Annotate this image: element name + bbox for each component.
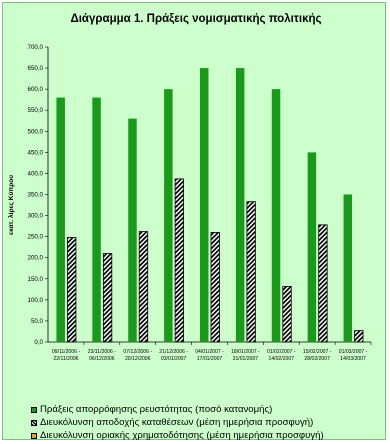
bar-deposit-facility: [102, 253, 113, 343]
bar-liquidity-absorption: [271, 89, 281, 343]
y-tick-label: 450,0: [28, 149, 44, 156]
plot-area: 0,0 50,0 100,0 150,0 200,0 250,0 300,0 350,0 400…: [28, 44, 372, 362]
legend-swatch-deposit-facility: [31, 419, 37, 426]
x-tick-label: 22/11/2006: [53, 356, 78, 362]
x-tick-label: 06/12/2006: [89, 356, 115, 362]
x-tick-label: 14/02/2007: [269, 356, 295, 362]
bar-liquidity-absorption: [56, 97, 65, 342]
legend-label-deposit-facility: Διευκόλυνση αποδοχής καταθέσεων (μέση ημ…: [40, 417, 314, 428]
chart-title: Διάγραμμα 1. Πράξεις νομισματικής πολιτι…: [70, 13, 321, 25]
y-tick-label: 500,0: [28, 128, 44, 135]
x-tick-label: 01/03/2007 -: [339, 349, 368, 355]
y-tick-label: 650,0: [28, 65, 44, 72]
y-tick-label: 0,0: [34, 339, 43, 346]
legend-swatch-marginal-lending: [31, 432, 37, 439]
bar-deposit-facility: [318, 224, 328, 343]
legend-label-liquidity-absorption: Πράξεις απορρόφησης ρευστότητας (ποσό κα…: [40, 404, 273, 415]
bar-liquidity-absorption: [200, 68, 209, 343]
x-tick-label: 18/01/2007 -: [231, 349, 260, 355]
y-tick-label: 50,0: [31, 318, 44, 325]
y-tick-label: 200,0: [28, 255, 44, 262]
x-tick-label: 31/01/2007: [233, 356, 259, 362]
y-tick-label: 600,0: [28, 86, 44, 93]
y-tick-label: 350,0: [28, 192, 44, 199]
bar-deposit-facility: [246, 201, 256, 343]
legend-item-marginal-lending: Διευκόλυνση οριακής χρηματοδότησης (μέση…: [31, 429, 324, 442]
x-tick-label: 15/02/2007 -: [303, 349, 332, 355]
y-tick-label: 550,0: [28, 107, 44, 114]
x-tick-label: 28/02/2007: [304, 356, 330, 362]
bar-deposit-facility: [354, 330, 364, 343]
legend: Πράξεις απορρόφησης ρευστότητας (ποσό κα…: [31, 403, 324, 442]
x-tick-label: 01/02/2007 -: [267, 349, 296, 355]
bar-liquidity-absorption: [128, 118, 137, 343]
legend-swatch-liquidity-absorption: [31, 406, 37, 413]
bar-liquidity-absorption: [307, 152, 317, 342]
x-tick-label: 14/03/2007: [340, 356, 366, 362]
bar-deposit-facility: [282, 285, 292, 343]
x-tick-label: 03/01/2007: [161, 356, 187, 362]
y-tick-label: 250,0: [28, 234, 44, 241]
y-tick-label: 700,0: [28, 44, 44, 51]
bar-liquidity-absorption: [164, 89, 173, 343]
x-tick-label: 17/01/2007: [197, 356, 223, 362]
y-tick-label: 400,0: [28, 170, 44, 177]
x-tick-label: 21/12/2006 -: [159, 349, 188, 355]
x-tick-label: 07/12/2006 -: [123, 349, 152, 355]
x-tick-label: 04/01/2007 -: [195, 349, 224, 355]
bar-deposit-facility: [67, 237, 77, 343]
bar-liquidity-absorption: [92, 97, 101, 342]
y-axis-label: εκατ. λίρες Κύπρου: [7, 175, 15, 235]
x-tick-label: 09/11/2006 -: [52, 349, 81, 355]
chart: Διάγραμμα 1. Πράξεις νομισματικής πολιτι…: [7, 13, 372, 362]
y-tick-label: 300,0: [28, 213, 44, 220]
y-tick-label: 150,0: [28, 276, 44, 283]
bar-liquidity-absorption: [343, 194, 353, 342]
y-tick-label: 100,0: [28, 297, 44, 304]
legend-item-liquidity-absorption: Πράξεις απορρόφησης ρευστότητας (ποσό κα…: [31, 403, 324, 416]
x-tick-label: 23/11/2006 -: [88, 349, 117, 355]
bar-deposit-facility: [174, 178, 185, 343]
x-tick-label: 20/12/2006: [125, 356, 151, 362]
bar-liquidity-absorption: [235, 68, 245, 343]
legend-label-marginal-lending: Διευκόλυνση οριακής χρηματοδότησης (μέση…: [40, 430, 324, 441]
legend-item-deposit-facility: Διευκόλυνση αποδοχής καταθέσεων (μέση ημ…: [31, 416, 324, 429]
bar-deposit-facility: [210, 232, 220, 343]
bar-deposit-facility: [138, 231, 149, 343]
chart-frame: Διάγραμμα 1. Πράξεις νομισματικής πολιτι…: [2, 2, 386, 442]
